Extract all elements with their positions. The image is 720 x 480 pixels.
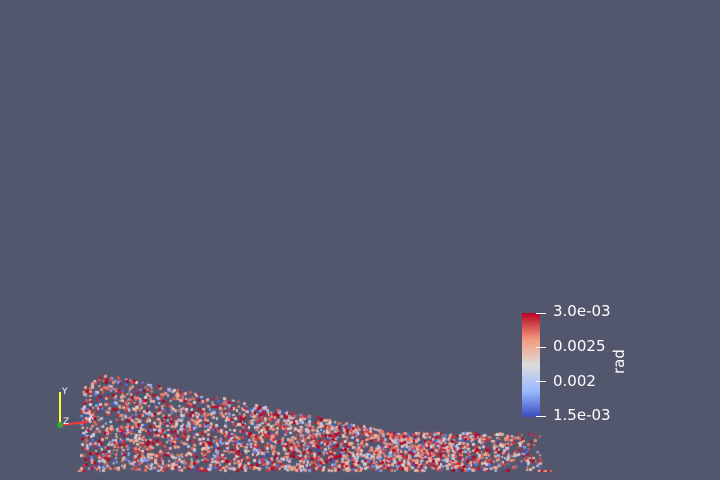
x-axis-line	[59, 421, 89, 426]
scalar-bar-gradient	[522, 313, 540, 417]
scalar-bar-label: 0.0025	[553, 337, 606, 355]
y-axis-label: Y	[61, 387, 68, 397]
scalar-bar-tick	[536, 347, 546, 348]
scalar-bar-tick	[536, 381, 546, 382]
scalar-bar-label: 0.002	[553, 372, 596, 390]
scalar-bar-tick	[536, 416, 546, 417]
z-axis-dot	[57, 422, 63, 428]
z-axis-label: Z	[63, 417, 69, 427]
scalar-bar-tick	[536, 313, 546, 314]
scalar-bar-title: rad	[610, 349, 628, 374]
scalar-bar-label-min: 1.5e-03	[553, 406, 611, 424]
x-axis-label: X	[88, 413, 94, 423]
orientation-axes-widget: Y X Z	[57, 387, 94, 428]
scalar-bar-label-max: 3.0e-03	[553, 302, 611, 320]
